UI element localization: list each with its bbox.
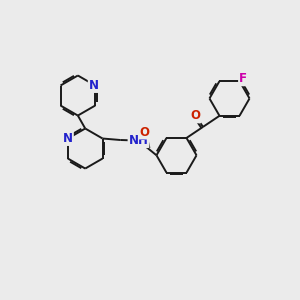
Text: N: N bbox=[89, 79, 99, 92]
Text: F: F bbox=[239, 72, 247, 85]
Text: O: O bbox=[139, 125, 149, 139]
Text: O: O bbox=[190, 110, 201, 122]
Text: NH: NH bbox=[128, 134, 148, 147]
Text: N: N bbox=[63, 132, 73, 145]
